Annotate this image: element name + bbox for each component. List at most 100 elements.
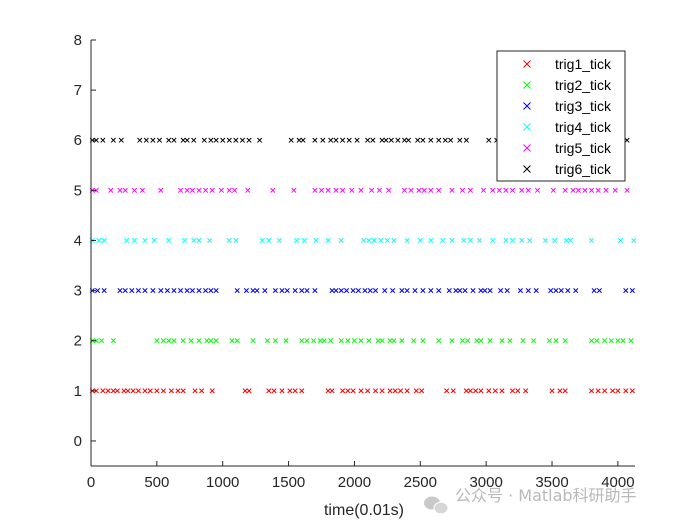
data-point xyxy=(612,187,618,193)
data-point xyxy=(250,288,256,294)
data-point xyxy=(299,338,305,344)
x-tick-label: 1500 xyxy=(272,474,305,491)
x-tick-label: 3500 xyxy=(535,474,568,491)
data-point xyxy=(603,187,609,193)
data-point xyxy=(463,388,469,394)
data-point xyxy=(573,288,579,294)
data-point xyxy=(565,288,571,294)
data-point xyxy=(181,237,188,244)
data-point xyxy=(552,237,558,244)
data-point xyxy=(171,338,177,344)
data-point xyxy=(300,137,306,143)
data-point xyxy=(503,237,509,244)
data-point xyxy=(562,338,568,344)
data-point xyxy=(428,288,434,294)
data-point xyxy=(392,388,398,394)
data-point xyxy=(442,137,448,143)
data-point xyxy=(121,388,127,394)
data-point xyxy=(142,388,148,394)
data-point xyxy=(412,288,418,294)
data-point xyxy=(213,288,219,294)
y-tick-label: 8 xyxy=(74,32,82,49)
data-point xyxy=(465,338,471,344)
data-point xyxy=(499,388,505,394)
data-point xyxy=(232,187,238,193)
data-point xyxy=(208,288,214,294)
data-point xyxy=(499,338,505,344)
data-point xyxy=(234,338,240,344)
data-point xyxy=(137,137,143,143)
data-point xyxy=(266,237,272,244)
data-point xyxy=(527,237,533,244)
data-point xyxy=(509,237,516,244)
data-point xyxy=(150,288,156,294)
data-point xyxy=(371,237,377,244)
data-point xyxy=(130,388,136,394)
data-point xyxy=(470,288,476,294)
data-point xyxy=(562,187,568,193)
data-point xyxy=(390,288,396,294)
data-point xyxy=(391,237,397,244)
data-point xyxy=(209,388,215,394)
data-point xyxy=(401,137,408,143)
series-trig5_tick xyxy=(89,187,630,193)
data-point xyxy=(301,237,307,244)
data-point xyxy=(448,137,454,143)
data-point xyxy=(553,288,559,294)
data-point xyxy=(379,388,385,394)
data-point xyxy=(262,288,268,294)
data-point xyxy=(404,388,410,394)
data-point xyxy=(608,338,614,344)
data-point xyxy=(474,338,480,344)
data-point xyxy=(226,237,232,244)
data-point xyxy=(100,137,106,143)
data-point xyxy=(473,388,479,394)
data-point xyxy=(610,388,616,394)
data-point xyxy=(478,338,484,344)
y-tick-label: 7 xyxy=(74,82,82,99)
data-point xyxy=(166,338,172,344)
data-point xyxy=(428,187,434,193)
data-point xyxy=(203,288,209,294)
data-point xyxy=(354,137,360,143)
data-point xyxy=(271,388,277,394)
data-point xyxy=(204,338,210,344)
data-point xyxy=(397,388,404,394)
data-point xyxy=(387,388,393,394)
data-point xyxy=(239,137,246,143)
legend-marker xyxy=(523,81,531,89)
data-point xyxy=(387,338,393,344)
data-point xyxy=(340,137,346,143)
data-point xyxy=(203,187,209,193)
data-point xyxy=(105,388,111,394)
data-point xyxy=(467,237,473,244)
data-point xyxy=(436,137,442,143)
y-tick-label: 5 xyxy=(74,182,82,199)
data-point xyxy=(213,338,219,344)
data-point xyxy=(180,338,186,344)
data-point xyxy=(519,187,525,193)
data-point xyxy=(549,388,555,394)
data-point xyxy=(367,288,373,294)
data-point xyxy=(595,187,601,193)
data-point xyxy=(490,187,496,193)
x-tick-label: 2000 xyxy=(338,474,371,491)
data-point xyxy=(208,338,214,344)
data-point xyxy=(164,288,170,294)
data-point xyxy=(318,187,325,193)
data-point xyxy=(156,137,163,143)
legend[interactable]: trig1_tick trig2_tick trig3_tick trig4_tick… xyxy=(496,50,626,182)
data-point xyxy=(184,187,190,193)
data-point xyxy=(199,388,205,394)
data-point xyxy=(178,288,184,294)
data-point xyxy=(507,338,513,344)
data-point xyxy=(98,338,105,344)
watermark-text: 公众号 · Matlab科研助手 xyxy=(455,486,637,505)
data-point xyxy=(588,388,595,394)
data-point xyxy=(417,237,423,244)
data-point xyxy=(209,187,215,193)
data-point xyxy=(421,187,427,193)
legend-entry-label: trig1_tick xyxy=(555,56,612,72)
data-point xyxy=(333,187,339,193)
data-point xyxy=(602,388,608,394)
